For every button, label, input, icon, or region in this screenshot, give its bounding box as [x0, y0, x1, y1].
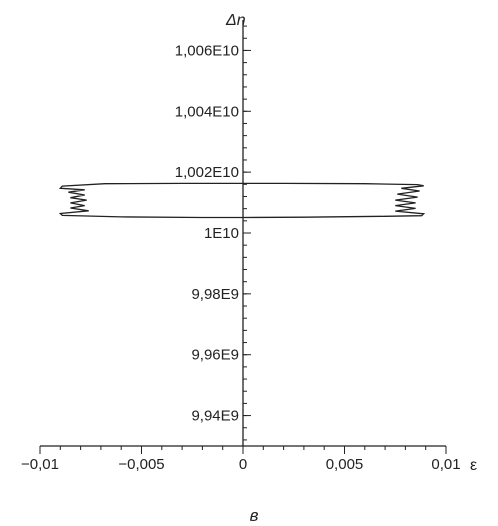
x-tick-label: 0,01: [431, 456, 460, 473]
x-major-ticks: [39, 446, 447, 454]
y-tick-label: 9,94E9: [191, 408, 239, 425]
y-tick-labels: 9,94E9 9,96E9 9,98E9 1E10 1,002E10 1,004E10 1,…: [175, 42, 239, 424]
y-tick-label: 1,004E10: [175, 103, 239, 120]
x-tick-label: 0,005: [326, 456, 364, 473]
y-tick-label: 1,006E10: [175, 42, 239, 59]
y-tick-label: 9,96E9: [191, 347, 239, 364]
figure-caption: в: [250, 506, 259, 525]
y-major-ticks: [243, 49, 251, 417]
x-tick-label: 0: [239, 456, 247, 473]
x-tick-label: −0,01: [21, 456, 59, 473]
x-axis-label: ε: [470, 457, 477, 474]
y-tick-label: 9,98E9: [191, 286, 239, 303]
hysteresis-curve: [58, 182, 426, 219]
y-axis-label: Δn: [225, 12, 246, 29]
y-tick-label: 1E10: [204, 225, 239, 242]
x-tick-labels: −0,01 −0,005 0 0,005 0,01: [21, 456, 461, 473]
x-tick-label: −0,005: [118, 456, 164, 473]
y-tick-label: 1,002E10: [175, 164, 239, 181]
